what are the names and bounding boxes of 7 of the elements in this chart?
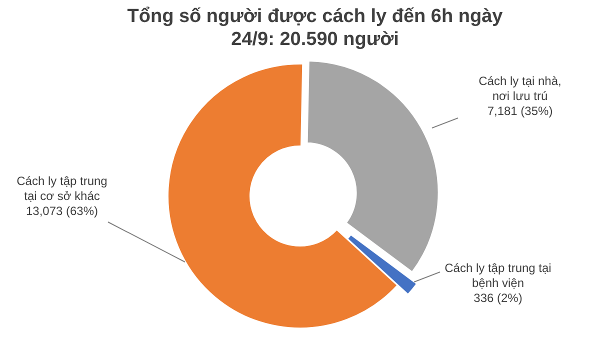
data-label: 7,181 (35%) bbox=[487, 104, 553, 118]
slice-label: Cách ly tại nhà, nơi lưu trú bbox=[478, 74, 562, 103]
slice-label: Cách ly tập trung tại cơ sở khác bbox=[16, 174, 108, 203]
data-label: 336 (2%) bbox=[474, 291, 522, 305]
chart-title: Tổng số người được cách ly đến 6h ngày 24/9: 20.590 người bbox=[127, 6, 504, 50]
data-label: 13,073 (63%) bbox=[26, 204, 98, 218]
slice-label: Cách ly tập trung tại bệnh viện bbox=[444, 261, 552, 290]
